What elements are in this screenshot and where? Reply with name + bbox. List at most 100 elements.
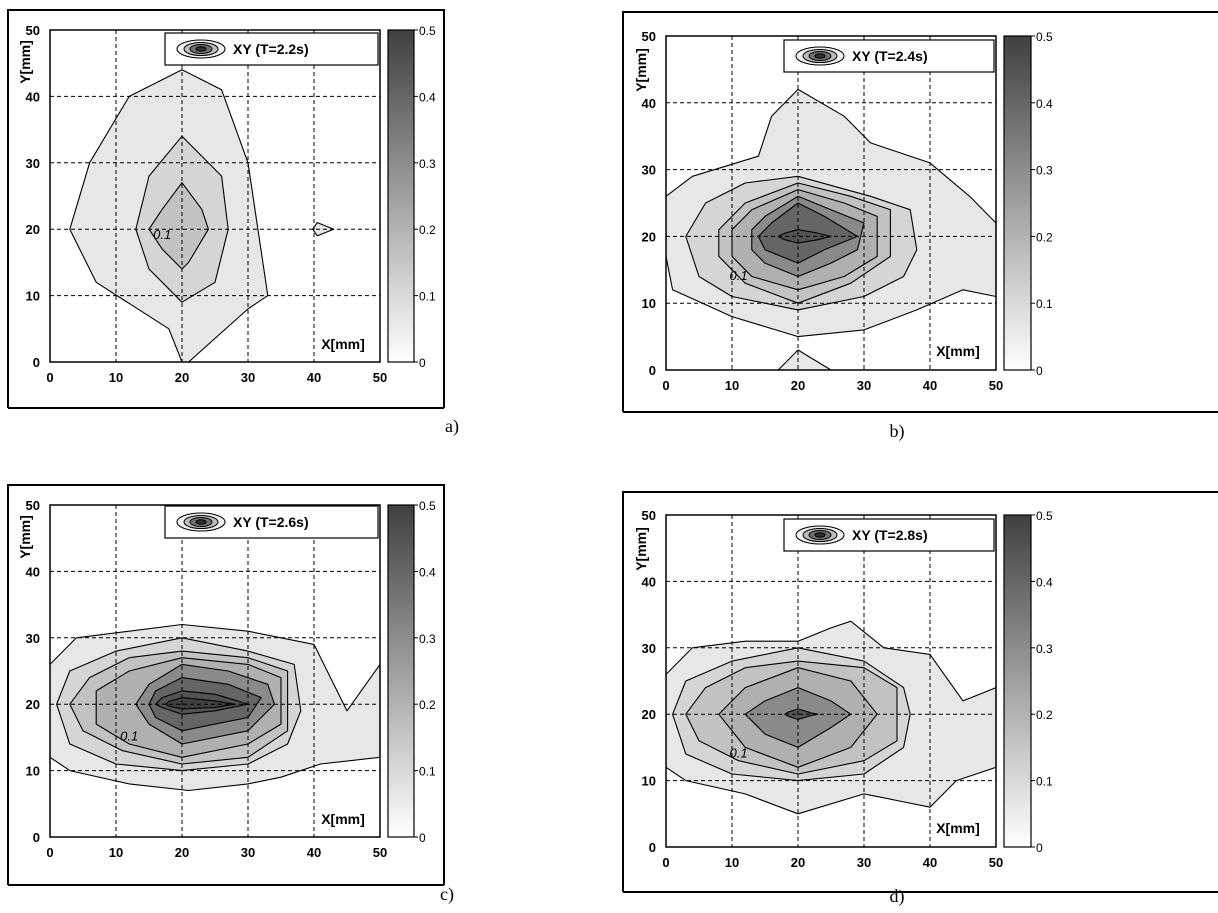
colorbar-tick-label: 0.2 <box>1036 230 1053 244</box>
y-axis-label: Y[mm] <box>17 40 33 84</box>
x-tick-label: 30 <box>857 855 871 870</box>
y-tick-label: 50 <box>642 29 656 44</box>
panel-frame <box>622 491 1218 892</box>
x-tick-label: 10 <box>725 378 739 393</box>
y-tick-label: 30 <box>642 163 656 178</box>
colorbar-tick-label: 0.5 <box>1036 509 1053 523</box>
y-tick-label: 10 <box>642 296 656 311</box>
x-tick-label: 30 <box>857 378 871 393</box>
colorbar: 0 0.1 0.2 0.3 0.4 0.5 <box>1003 509 1053 855</box>
legend-contour-symbol <box>795 46 845 66</box>
colorbar-tick-label: 0.1 <box>1036 297 1053 311</box>
y-tick-label: 10 <box>642 774 656 789</box>
contour-panel-4: 0 10 20 30 40 50 0 10 20 30 40 50 X[mm] Y[mm] 0.1 XY (T… <box>622 491 1218 907</box>
x-tick-label: 30 <box>241 370 255 385</box>
x-tick-label: 40 <box>923 378 937 393</box>
colorbar-tick-label: 0.3 <box>1036 642 1053 656</box>
x-tick-label: 0 <box>46 370 53 385</box>
x-axis-label: X[mm] <box>936 343 980 359</box>
colorbar-tick-label: 0.2 <box>419 698 436 712</box>
x-tick-label: 0 <box>662 378 669 393</box>
y-tick-label: 30 <box>26 631 40 646</box>
panel-frame <box>7 484 445 885</box>
contour-fills <box>666 620 996 815</box>
panel-caption: c) <box>440 884 454 905</box>
legend: XY (T=2.2s) <box>164 32 379 66</box>
x-tick-label: 40 <box>307 845 321 860</box>
colorbar-tick-label: 0.3 <box>419 157 436 171</box>
colorbar-tick-label: 0.1 <box>1036 775 1053 789</box>
panel-frame <box>622 11 1218 412</box>
x-axis-label: X[mm] <box>321 336 365 352</box>
x-tick-label: 50 <box>989 378 1003 393</box>
y-tick-label: 50 <box>26 498 40 513</box>
y-tick-label: 30 <box>26 156 40 171</box>
colorbar-tick-label: 0.4 <box>419 565 436 579</box>
colorbar-tick-label: 0 <box>419 356 426 370</box>
contour-panel-2: 0 10 20 30 40 50 0 10 20 30 40 50 X[mm] Y[mm] 0.1 XY (T… <box>622 11 1218 442</box>
x-tick-label: 10 <box>725 855 739 870</box>
colorbar-tick-label: 0.3 <box>1036 164 1053 178</box>
x-tick-label: 10 <box>109 845 123 860</box>
colorbar-tick-label: 0 <box>1036 364 1043 378</box>
colorbar-tick-label: 0.1 <box>419 290 436 304</box>
contour-level-0_05-7 <box>777 349 832 370</box>
grid-lines <box>666 36 996 370</box>
panel-caption: a) <box>445 416 459 437</box>
legend: XY (T=2.4s) <box>783 39 995 73</box>
colorbar-tick-label: 0.5 <box>419 24 436 38</box>
x-tick-label: 20 <box>175 370 189 385</box>
y-axis-label: Y[mm] <box>17 515 33 559</box>
legend-label: XY (T=2.8s) <box>852 527 928 543</box>
x-tick-label: 50 <box>373 370 387 385</box>
grid-lines <box>666 515 996 847</box>
x-tick-label: 0 <box>46 845 53 860</box>
colorbar-gradient <box>1003 35 1032 371</box>
y-tick-label: 40 <box>642 96 656 111</box>
y-tick-label: 40 <box>642 574 656 589</box>
y-tick-label: 50 <box>26 23 40 38</box>
contour-value-label: 0.1 <box>120 729 138 744</box>
colorbar-tick-label: 0.4 <box>1036 97 1053 111</box>
colorbar-tick-label: 0 <box>1036 841 1043 855</box>
x-tick-label: 20 <box>791 378 805 393</box>
y-tick-label: 20 <box>26 222 40 237</box>
colorbar-tick-label: 0 <box>419 831 426 845</box>
y-tick-label: 10 <box>26 764 40 779</box>
x-tick-label: 20 <box>791 855 805 870</box>
colorbar: 0 0.1 0.2 0.3 0.4 0.5 <box>387 499 436 845</box>
y-tick-label: 20 <box>642 229 656 244</box>
x-tick-label: 40 <box>923 855 937 870</box>
panel-caption: d) <box>890 886 905 907</box>
colorbar-tick-label: 0.4 <box>1036 575 1053 589</box>
colorbar-gradient <box>387 29 415 363</box>
x-tick-label: 30 <box>241 845 255 860</box>
x-tick-label: 40 <box>307 370 321 385</box>
x-axis-label: X[mm] <box>936 820 980 836</box>
grid-lines <box>50 505 380 837</box>
colorbar-gradient <box>1003 514 1032 848</box>
colorbar-tick-label: 0.4 <box>419 90 436 104</box>
x-tick-label: 10 <box>109 370 123 385</box>
colorbar-tick-label: 0.2 <box>419 223 436 237</box>
y-tick-label: 0 <box>33 830 40 845</box>
contour-level-0_45-6 <box>777 229 832 244</box>
x-axis-label: X[mm] <box>321 811 365 827</box>
colorbar-gradient <box>387 504 415 838</box>
x-tick-label: 50 <box>989 855 1003 870</box>
y-tick-label: 40 <box>26 89 40 104</box>
contour-value-label: 0.1 <box>730 745 748 760</box>
y-tick-label: 50 <box>642 508 656 523</box>
contour-value-label: 0.1 <box>153 227 171 242</box>
colorbar: 0 0.1 0.2 0.3 0.4 0.5 <box>387 24 436 370</box>
legend-contour-symbol <box>176 512 226 532</box>
plot-border <box>665 514 997 848</box>
panel-frame <box>7 9 445 408</box>
contour-value-label: 0.1 <box>730 268 748 283</box>
panel-caption: b) <box>890 421 905 442</box>
legend-label: XY (T=2.2s) <box>233 41 309 57</box>
x-tick-label: 50 <box>373 845 387 860</box>
colorbar: 0 0.1 0.2 0.3 0.4 0.5 <box>1003 30 1053 378</box>
plot-border <box>49 29 381 363</box>
